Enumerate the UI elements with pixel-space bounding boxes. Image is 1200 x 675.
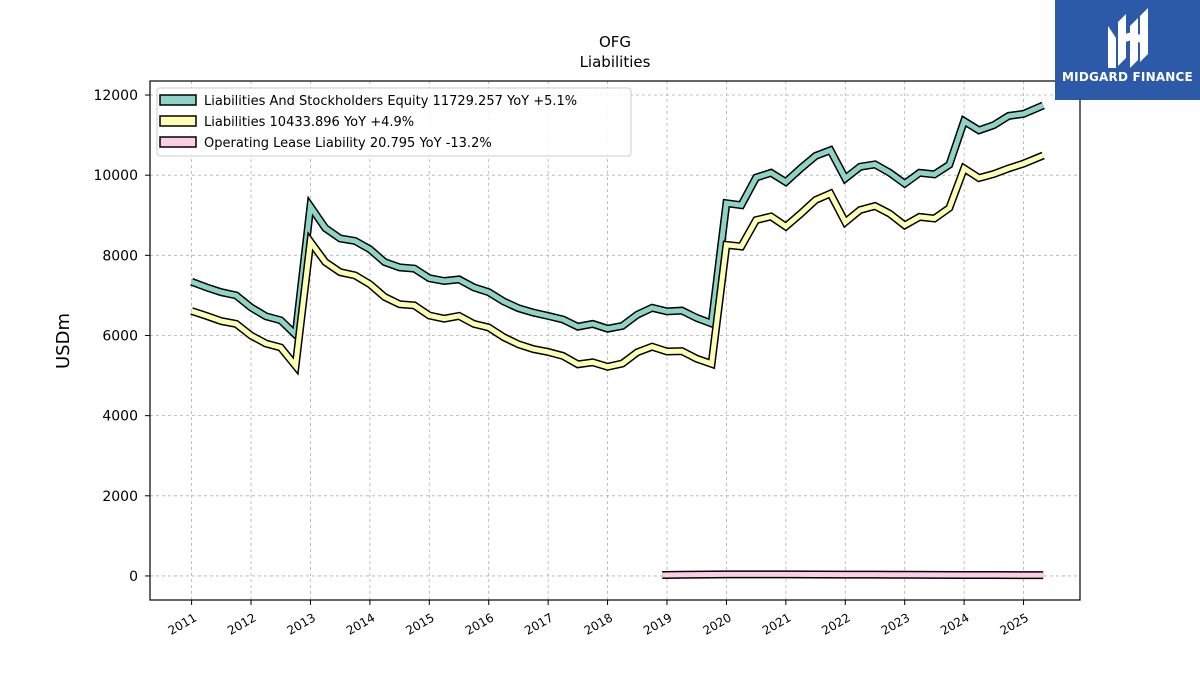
y-tick-label: 6000 [102,328,138,344]
x-tick-label: 2025 [998,610,1031,637]
legend-label: Liabilities And Stockholders Equity 1172… [204,94,577,109]
series-line [190,153,1045,373]
y-tick-label: 12000 [93,88,138,104]
x-tick-label: 2018 [582,610,615,637]
x-tick-label: 2015 [403,610,436,637]
y-axis-label: USDm [53,313,74,369]
x-tick-label: 2019 [641,610,674,637]
series-line [662,571,1044,578]
legend-swatch [159,94,197,106]
legend-swatch [159,136,197,148]
y-tick-label: 8000 [102,248,138,264]
logo-mark-icon [1108,8,1148,68]
grid-lines [150,81,1080,600]
x-tick-label: 2011 [166,610,199,637]
plot-frame [149,80,1081,601]
x-tick-label: 2016 [463,610,496,637]
x-tick-label: 2024 [938,610,971,637]
series-line [190,103,1045,341]
brand-logo: MIDGARD FINANCE [1055,0,1200,100]
logo-text: MIDGARD FINANCE [1062,70,1193,84]
legend-label: Liabilities 10433.896 YoY +4.9% [204,115,414,130]
legend-swatch [159,115,197,127]
legend: Liabilities And Stockholders Equity 1172… [156,87,632,157]
chart-title: OFG [599,33,631,51]
x-tick-label: 2022 [819,610,852,637]
x-tick-label: 2021 [760,610,793,637]
chart-subtitle: Liabilities [580,53,651,71]
y-tick-label: 0 [129,569,138,585]
x-tick-label: 2014 [344,610,377,637]
plot-series [190,101,1045,580]
x-tick-label: 2023 [879,610,912,637]
legend-label: Operating Lease Liability 20.795 YoY -13… [204,136,492,151]
y-tick-label: 2000 [102,489,138,505]
x-tick-label: 2017 [522,610,555,637]
legend-box [156,87,632,157]
y-tick-label: 4000 [102,409,138,425]
y-tick-label: 10000 [93,168,138,184]
x-tick-label: 2013 [284,610,317,637]
x-tick-label: 2012 [225,610,258,637]
x-tick-label: 2020 [700,610,733,637]
